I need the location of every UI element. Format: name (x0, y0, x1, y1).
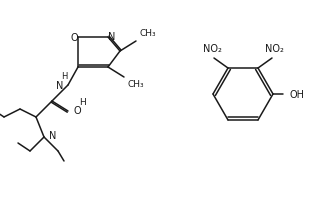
Text: NO₂: NO₂ (264, 44, 284, 54)
Text: O: O (70, 33, 78, 43)
Text: CH₃: CH₃ (127, 80, 144, 88)
Text: H: H (61, 72, 67, 81)
Text: H: H (79, 98, 86, 106)
Text: CH₃: CH₃ (139, 29, 156, 38)
Text: O: O (73, 105, 81, 115)
Text: N: N (108, 32, 116, 42)
Text: OH: OH (290, 89, 305, 100)
Text: N: N (56, 81, 63, 90)
Text: N: N (49, 130, 56, 140)
Text: NO₂: NO₂ (203, 44, 221, 54)
